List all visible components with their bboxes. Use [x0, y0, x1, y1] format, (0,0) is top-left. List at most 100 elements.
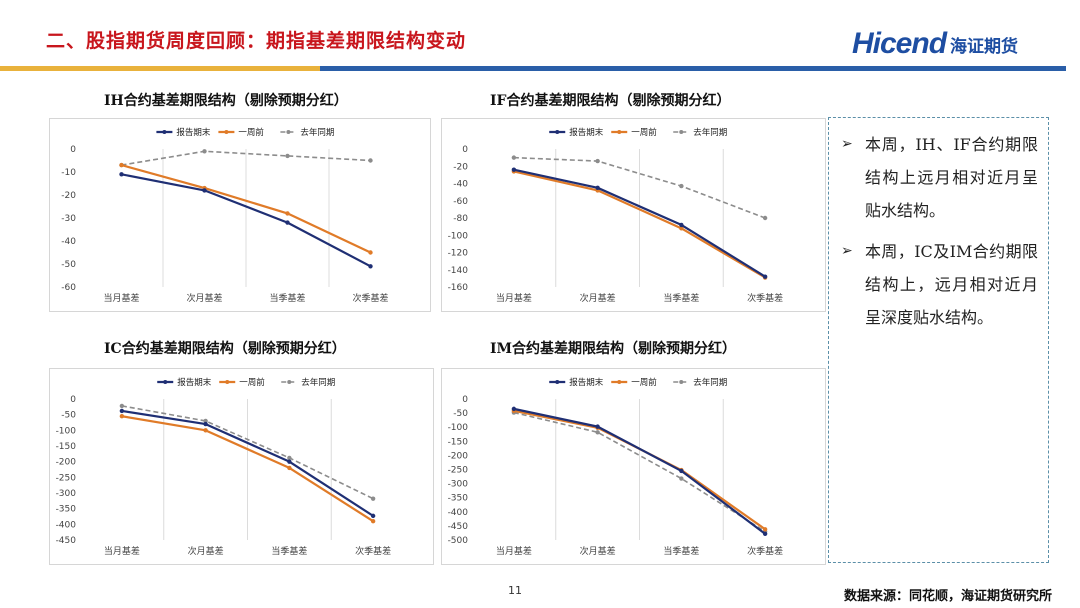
chart-ic: 报告期末 一周前 去年同期 0 -50 -100 -150 -200 -250 -300 -350 -…	[56, 377, 392, 557]
notes-box: ➢ 本周，IH、IF合约期限结构上远月相对近月呈贴水结构。 ➢ 本周，IC及IM…	[828, 117, 1049, 563]
y-tick-label: -400	[56, 520, 77, 530]
data-point	[119, 403, 125, 409]
data-point	[595, 424, 600, 429]
y-tick-label: -50	[61, 260, 76, 270]
y-tick-label: -250	[448, 466, 469, 476]
legend-marker	[617, 380, 622, 384]
data-point	[511, 155, 517, 160]
data-point	[762, 531, 768, 536]
data-point	[287, 465, 292, 471]
data-point	[679, 468, 684, 474]
data-point	[370, 496, 376, 501]
x-tick-label: 次月基差	[186, 292, 222, 304]
x-tick-label: 当季基差	[663, 545, 699, 557]
note-item: ➢ 本周，IC及IM合约期限结构上，远月相对近月呈深度贴水结构。	[839, 235, 1038, 334]
series-line	[121, 405, 374, 500]
data-point	[285, 211, 290, 216]
y-tick-label: -30	[61, 214, 76, 224]
y-tick-label: -200	[448, 451, 469, 461]
y-tick-label: -40	[61, 237, 76, 247]
data-point	[368, 264, 373, 269]
data-point	[119, 408, 125, 414]
data-point	[203, 418, 208, 424]
chart-title-ih: IH合约基差期限结构（剔除预期分红）	[104, 93, 348, 109]
chart-im: 报告期末 一周前 去年同期 0 -50 -100 -150 -200 -250 -300 -350 -…	[448, 377, 784, 557]
y-tick-label: 0	[462, 145, 468, 155]
x-tick-label: 当季基差	[271, 545, 307, 557]
series-line	[121, 164, 371, 254]
legend-label: 报告期末	[569, 127, 604, 138]
x-tick-label: 当月基差	[103, 292, 139, 304]
chart-panel-if: 报告期末 一周前 去年同期 0 -20 -40 -60 -80 -100 -120 -140 -160…	[441, 118, 826, 312]
y-tick-label: -40	[453, 180, 468, 190]
data-point	[119, 162, 124, 168]
data-source: 数据来源：同花顺，海证期货研究所	[843, 589, 1052, 604]
x-tick-label: 当月基差	[496, 545, 532, 557]
legend-label: 报告期末	[177, 377, 212, 388]
data-point	[202, 188, 207, 193]
x-tick-label: 次季基差	[747, 545, 783, 557]
data-point	[595, 185, 600, 191]
series-line	[513, 411, 766, 533]
chart-ih: 报告期末 一周前 去年同期 0 -10 -20 -30 -40 -50 -60 当月基差 次月基差 当季…	[61, 127, 388, 304]
y-tick-label: -150	[56, 442, 77, 452]
y-tick-label: -200	[56, 458, 77, 468]
data-point	[119, 414, 125, 419]
legend-label: 去年同期	[693, 377, 727, 388]
data-point	[370, 513, 376, 519]
x-tick-label: 次月基差	[188, 545, 224, 557]
y-tick-label: -120	[448, 249, 469, 259]
data-point	[679, 222, 684, 228]
series-line	[121, 409, 374, 517]
y-tick-label: 0	[70, 145, 76, 155]
y-tick-label: -300	[448, 480, 469, 490]
data-point	[679, 476, 684, 481]
data-point	[287, 455, 292, 461]
data-point	[762, 274, 768, 279]
legend-label: 一周前	[631, 377, 657, 388]
series-line	[513, 170, 766, 279]
y-tick-label: -250	[56, 473, 77, 483]
x-tick-label: 当月基差	[496, 292, 532, 304]
header-bar-yellow	[0, 66, 320, 71]
y-tick-label: -450	[56, 536, 77, 546]
note-item: ➢ 本周，IH、IF合约期限结构上远月相对近月呈贴水结构。	[839, 128, 1038, 227]
series-line	[513, 168, 766, 278]
note-text: 本周，IC及IM合约期限结构上，远月相对近月呈深度贴水结构。	[865, 242, 1038, 327]
x-tick-label: 次季基差	[747, 292, 783, 304]
legend-marker	[555, 130, 560, 134]
legend-marker	[679, 380, 684, 384]
series-line	[513, 156, 766, 219]
legend-marker	[224, 130, 229, 134]
series-line	[121, 173, 372, 268]
data-point	[511, 167, 517, 172]
data-point	[368, 250, 373, 255]
legend-marker	[617, 130, 622, 134]
x-tick-label: 次季基差	[352, 292, 388, 304]
data-point	[119, 172, 124, 177]
legend-marker	[286, 130, 291, 134]
data-point	[202, 149, 207, 154]
y-tick-label: -50	[61, 411, 76, 421]
company-logo: Hicend 海证期货	[852, 24, 1018, 64]
data-point	[287, 459, 292, 464]
legend-marker	[555, 380, 560, 384]
y-tick-label: -350	[56, 505, 77, 515]
x-tick-label: 次月基差	[580, 545, 616, 557]
y-tick-label: 0	[462, 395, 468, 405]
legend-marker	[162, 130, 167, 134]
y-tick-label: -140	[448, 266, 469, 276]
y-tick-label: -160	[448, 283, 469, 293]
y-tick-label: -100	[448, 231, 469, 241]
legend-label: 一周前	[631, 127, 657, 138]
y-tick-label: -400	[448, 508, 469, 518]
legend-label: 一周前	[239, 377, 265, 388]
chart-title-if: IF合约基差期限结构（剔除预期分红）	[490, 93, 731, 109]
y-tick-label: -80	[453, 214, 468, 224]
x-tick-label: 次季基差	[355, 545, 391, 557]
y-tick-label: -20	[453, 162, 468, 172]
y-tick-label: -10	[61, 168, 76, 178]
page-number: 11	[508, 584, 522, 597]
legend-marker	[163, 380, 168, 384]
chart-if: 报告期末 一周前 去年同期 0 -20 -40 -60 -80 -100 -120 -140 -160…	[448, 127, 784, 304]
